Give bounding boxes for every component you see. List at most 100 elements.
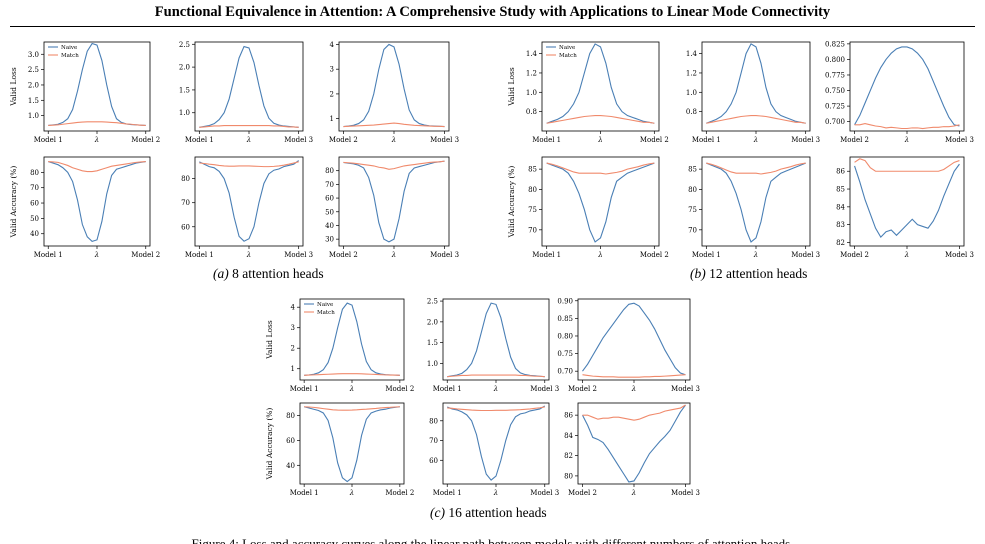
y-tick-label: 75 — [688, 206, 697, 214]
x-tick-label: Model 2 — [329, 136, 358, 144]
chart-panel-17: 80 82 84 86 Model 2 λ Model 3 — [564, 402, 700, 497]
series-line-naive — [447, 302, 545, 378]
x-tick-label: Model 3 — [430, 251, 459, 259]
y-tick-label: 80 — [325, 167, 334, 175]
series-line-match — [854, 122, 960, 130]
x-tick-label: Model 1 — [433, 385, 462, 393]
y-tick-label: 84 — [564, 432, 573, 440]
legend-label-naive: Naive — [317, 302, 333, 308]
x-tick-label: Model 2 — [640, 251, 669, 259]
chart-panel-12: 1 2 3 4 Model 1 λ Model 2 Valid Loss Naive Match — [265, 298, 414, 393]
series-line-naive — [48, 161, 146, 243]
legend-label-naive: Naive — [559, 45, 575, 51]
x-tick-label: Model 3 — [530, 385, 559, 393]
y-axis-label: Valid Accuracy (%) — [9, 166, 18, 239]
legend-label-match: Match — [317, 310, 335, 316]
y-tick-label: 70 — [528, 226, 537, 234]
y-tick-label: 85 — [688, 166, 697, 174]
plot-frame — [577, 298, 691, 381]
y-tick-label: 4 — [330, 41, 335, 49]
series-line-match — [343, 122, 445, 128]
plot-frame — [442, 402, 550, 485]
caption-a-label: (a) — [213, 266, 229, 281]
plot-frame — [299, 402, 405, 485]
x-tick-label: λ — [94, 136, 99, 144]
caption-a: (a) 8 attention heads — [213, 266, 324, 282]
y-tick-label: 82 — [836, 239, 845, 247]
x-tick-label: Model 1 — [185, 136, 214, 144]
y-tick-label: 2 — [330, 90, 334, 98]
plot-frame — [43, 41, 151, 132]
x-tick-label: Model 1 — [290, 489, 319, 497]
y-tick-label: 80 — [564, 472, 573, 480]
series-line-match — [546, 114, 655, 124]
y-axis-label: Valid Accuracy (%) — [265, 408, 274, 481]
chart-panel-2: 1 2 3 4 Model 2 λ Model 3 — [329, 41, 459, 144]
x-tick-label: Model 2 — [385, 489, 414, 497]
y-tick-label: 2.0 — [179, 64, 190, 72]
series-line-match — [546, 162, 655, 175]
chart-panel-5: 0.700 0.725 0.750 0.775 0.800 0.825 Model 2 λ Mo… — [825, 40, 974, 144]
y-tick-label: 1.5 — [179, 86, 190, 94]
legend-label-match: Match — [61, 53, 79, 59]
x-tick-label: λ — [391, 251, 396, 259]
y-tick-label: 60 — [325, 195, 334, 203]
chart-panel-15: 40 60 80 Model 1 λ Model 2 Valid Accuracy (%) — [265, 402, 414, 497]
series-line-match — [343, 160, 445, 170]
y-tick-label: 50 — [30, 215, 39, 223]
y-tick-label: 1.2 — [526, 69, 537, 77]
y-tick-label: 1.0 — [686, 89, 697, 97]
chart-panel-11: 82 83 84 85 86 Model 2 λ Model 3 — [836, 156, 974, 259]
x-tick-label: λ — [597, 136, 602, 144]
y-tick-label: 40 — [325, 222, 334, 230]
x-tick-label: λ — [904, 136, 909, 144]
x-tick-label: Model 2 — [840, 136, 869, 144]
caption-b-text: 12 attention heads — [709, 266, 808, 281]
chart-panel-6: 40 50 60 70 80 Model 1 λ Model 2 Valid Accuracy … — [9, 156, 160, 259]
y-tick-label: 75 — [528, 206, 537, 214]
x-tick-label: Model 1 — [532, 251, 561, 259]
y-tick-label: 80 — [30, 169, 39, 177]
x-tick-label: Model 3 — [284, 136, 313, 144]
y-tick-label: 1.0 — [526, 89, 537, 97]
series-line-naive — [706, 162, 806, 243]
series-line-naive — [343, 160, 445, 243]
x-tick-label: Model 2 — [329, 251, 358, 259]
caption-b-label: (b) — [690, 266, 706, 281]
y-tick-label: 1.0 — [179, 109, 190, 117]
y-tick-label: 60 — [30, 200, 39, 208]
y-tick-label: 2 — [291, 345, 295, 353]
y-tick-label: 83 — [836, 221, 845, 229]
x-tick-label: λ — [904, 251, 909, 259]
y-axis-label: Valid Accuracy (%) — [507, 166, 516, 239]
series-line-naive — [304, 406, 400, 483]
caption-c: (c) 16 attention heads — [430, 505, 547, 521]
legend-label-match: Match — [559, 53, 577, 59]
legend-label-naive: Naive — [61, 45, 77, 51]
y-tick-label: 3 — [291, 324, 295, 332]
series-line-match — [304, 373, 400, 376]
x-tick-label: Model 3 — [945, 251, 974, 259]
y-tick-label: 0.85 — [557, 315, 573, 323]
x-tick-label: Model 1 — [34, 136, 63, 144]
chart-panel-4: 0.8 1.0 1.2 1.4 Model 1 λ Model 3 — [686, 41, 820, 144]
series-line-naive — [854, 46, 960, 127]
x-tick-label: Model 3 — [791, 136, 820, 144]
plot-frame — [849, 156, 965, 247]
x-tick-label: Model 3 — [671, 489, 700, 497]
plot-frame — [442, 298, 550, 381]
y-tick-label: 0.8 — [686, 108, 697, 116]
x-tick-label: Model 3 — [430, 136, 459, 144]
x-tick-label: Model 1 — [185, 251, 214, 259]
figure-header: Functional Equivalence in Attention: A C… — [154, 4, 831, 20]
y-tick-label: 0.70 — [557, 368, 573, 376]
chart-panel-9: 70 75 80 85 Model 1 λ Model 2 Valid Accuracy (%… — [507, 156, 669, 259]
plot-frame — [541, 156, 660, 247]
chart-panel-1: 1.0 1.5 2.0 2.5 Model 1 λ Model 3 — [179, 41, 313, 144]
y-axis-label: Valid Loss — [507, 67, 516, 107]
y-tick-label: 86 — [836, 168, 845, 176]
figure-caption-cutoff: Figure 4: Loss and accuracy curves along… — [191, 536, 794, 544]
chart-panel-13: 1.0 1.5 2.0 2.5 Model 1 λ Model 3 — [427, 298, 559, 393]
x-tick-label: λ — [631, 385, 636, 393]
series-line-match — [199, 161, 299, 168]
